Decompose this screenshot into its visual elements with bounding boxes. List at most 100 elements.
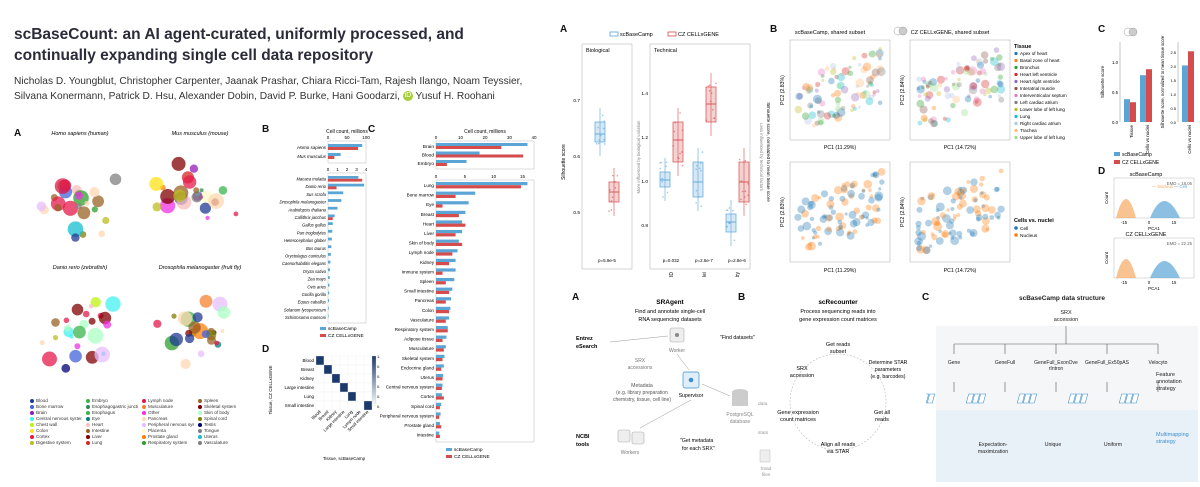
tissue-legend-scbase: scBaseCamp: [454, 447, 483, 453]
venn-icon-right: [1128, 27, 1138, 37]
pca-tissue-left-point: [807, 102, 814, 109]
umap-cluster: [84, 200, 90, 206]
umap-legend-item: Cortex: [30, 434, 82, 439]
pca-tissue-left-point: [878, 56, 882, 61]
lib-scbase-point: [728, 207, 731, 209]
legend-dot-icon: [198, 416, 202, 421]
heatmap-cell: [331, 373, 341, 384]
pca-tissue-left-point: [828, 77, 835, 85]
pca-tissue-left-point: [802, 86, 806, 91]
pca1-histograms: scBaseCamp EMD = 18.06 Count -15 0 15 PCA1 — Nu…: [1104, 172, 1195, 291]
tissue-xlabel: Cell count, millions: [464, 129, 506, 135]
entrez-label-1: Entrez: [576, 336, 593, 342]
umap-cluster: [201, 330, 210, 339]
bio-group-label: Biological: [586, 48, 610, 54]
supervisor-workers-link: [639, 399, 692, 429]
pca-tissue-left-point: [823, 112, 832, 120]
umap-legend-item: Lymph node: [142, 398, 194, 403]
tissue-legend-label: Lung: [1020, 114, 1031, 119]
cvn-czc-point: [710, 92, 713, 95]
umap-cluster: [74, 191, 84, 200]
fig-rb-letter-a: A: [572, 292, 580, 303]
pca-cells-left-point: [838, 224, 843, 230]
pca-cells-right-point: [923, 246, 931, 254]
pca-cells-left-point: [858, 192, 865, 200]
matrix-cube-icon: [1073, 393, 1083, 404]
heatmap-scale-tick: 0.4: [377, 384, 380, 389]
tissue-bar-scbase: [436, 220, 463, 224]
legend-dot-icon: [30, 422, 34, 427]
tissue-bar-scbase: [436, 306, 451, 310]
sample-czc-point: [673, 130, 676, 133]
tissue-label: Bone marrow: [407, 193, 435, 198]
data-label: data: [758, 401, 768, 407]
postgres-label-1: PostgreSQL: [726, 412, 753, 418]
pca-cells-left-point: [844, 181, 851, 188]
pca-cells-right-point: [942, 214, 951, 223]
heatmap-col-label: Lung: [343, 409, 354, 420]
legend-dot-icon: [30, 398, 34, 403]
pca-tissue-left-point: [836, 81, 845, 90]
tissue-bar-scbase: [436, 393, 442, 397]
tissue-czc-point: [608, 210, 610, 212]
fig-left-letter-a: A: [14, 128, 22, 139]
multimapping-label: Multimapping strategy: [1156, 432, 1200, 446]
pca-cells-right-point: [933, 221, 943, 231]
tissue-bar-czc: [436, 194, 456, 198]
pca-tissue-right-point: [928, 118, 934, 124]
legend-dot-icon: [30, 410, 34, 415]
pca-tissue-left-point: [863, 90, 867, 94]
species-bottom-tick: 2: [346, 167, 349, 172]
pca-tissue-right-point: [963, 65, 970, 72]
hist-czc-xlabel: PCA1: [1148, 286, 1160, 291]
heatmap-cell: [323, 373, 333, 384]
pca-tissue-left-point: [802, 82, 810, 91]
heatmap-cell: [355, 355, 365, 366]
species-bottom-frame: [327, 172, 367, 324]
tissue-bar-czc: [436, 406, 440, 410]
sample-scbase-point: [665, 165, 667, 167]
umap-legend-label: Pancreas: [148, 416, 168, 421]
lib-scbase-point: [733, 239, 736, 242]
tissue-bar-czc: [436, 386, 442, 390]
tissue-bar-czc: [436, 415, 440, 419]
pca-cells-right-point: [969, 231, 975, 237]
tissue-label: Spinal cord: [411, 404, 434, 409]
umap-legend-label: Lymph node: [148, 398, 174, 403]
legend-swatch-scbase: [1114, 152, 1120, 156]
pca-cells-left-point: [867, 218, 875, 227]
species-bar-czc: [328, 178, 363, 182]
matrix-cube-icon: [926, 393, 936, 404]
species-label: Equus caballus: [298, 300, 327, 305]
species-bar-scbase: [328, 191, 344, 195]
pca-tissue-right-point: [983, 58, 989, 64]
tissue-label: Immune system: [402, 269, 435, 274]
pca-tissue-left-point: [861, 90, 871, 99]
pca-tissue-right-point: [931, 120, 939, 127]
tissue-label: Small intestine: [404, 289, 434, 294]
species-bottom-tick: 4: [365, 167, 368, 172]
umap-legend-item: Tongue: [198, 428, 250, 433]
pca-tissue-right-point: [967, 68, 975, 76]
rta-cat-right: Library preparation chemistry: [735, 272, 741, 277]
tissue-legend-label: Bronchus: [1020, 65, 1040, 70]
pca-cells-right-point: [969, 229, 978, 237]
pca-cells-left-point: [861, 189, 866, 193]
rtc-right-tick: 2.5: [1170, 50, 1176, 55]
metadata-label-3: chemistry, tissue, cell line): [613, 397, 671, 403]
pca-cells-left-point: [820, 190, 829, 198]
species-bar-scbase: [328, 283, 330, 287]
matrix-cube-icon: [1067, 393, 1077, 404]
umap-cluster: [62, 200, 78, 216]
umap-legend-item: Liver: [86, 434, 138, 439]
pca-cells-right-point: [921, 246, 931, 255]
srx-root-line-2: accession: [1053, 317, 1079, 323]
legend-dot-icon: [86, 416, 90, 421]
tissue-bar-czc: [436, 242, 463, 246]
tissue-label: Skin of body: [409, 241, 435, 246]
heatmap-cell: [347, 400, 357, 411]
umap-legend-label: Placenta: [148, 428, 166, 433]
pca-cells-left-point: [826, 200, 835, 209]
umap-legend-item: Respiratory system: [142, 440, 194, 445]
